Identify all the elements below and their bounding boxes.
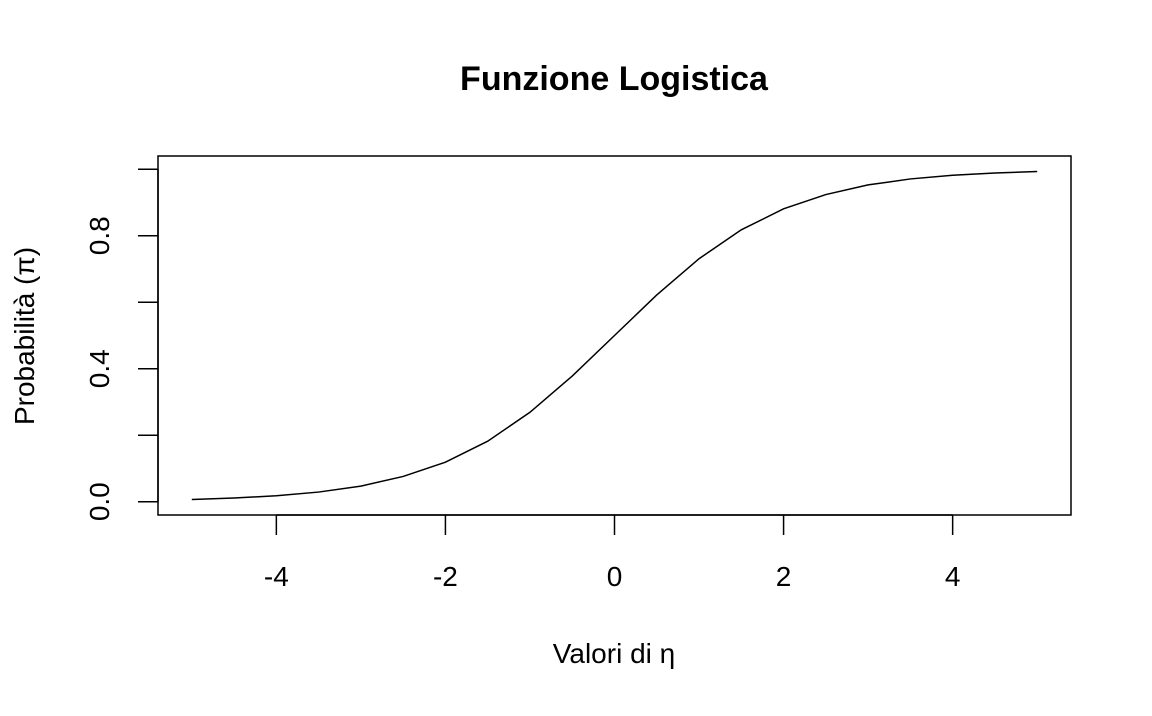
y-tick-label: 0.4 bbox=[84, 349, 115, 388]
x-tick-label: 2 bbox=[776, 561, 792, 592]
y-axis-label: Probabilità (π) bbox=[9, 247, 40, 425]
chart-title: Funzione Logistica bbox=[460, 60, 769, 98]
x-axis-label: Valori di η bbox=[553, 638, 675, 669]
x-tick-label: 4 bbox=[945, 561, 961, 592]
y-tick-label: 0.8 bbox=[84, 216, 115, 255]
x-tick-label: -2 bbox=[433, 561, 458, 592]
y-axis: 0.0 0.4 0.8 bbox=[84, 168, 159, 521]
y-tick-label: 0.0 bbox=[84, 482, 115, 521]
logistic-curve-line bbox=[191, 170, 1038, 501]
x-tick-label: 0 bbox=[607, 561, 623, 592]
x-axis: -4 -2 0 2 4 bbox=[264, 514, 961, 592]
x-tick-label: -4 bbox=[264, 561, 289, 592]
